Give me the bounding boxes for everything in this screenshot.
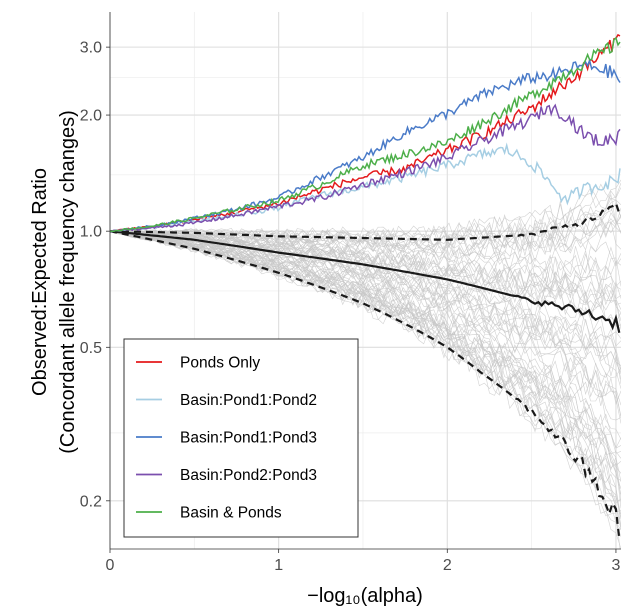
null-permutation-line <box>110 231 621 482</box>
null-upper-quantile-line <box>110 201 621 241</box>
legend-box <box>123 338 359 538</box>
null-permutation-line <box>110 230 621 302</box>
series-line-5 <box>110 36 621 233</box>
null-distribution <box>110 179 621 549</box>
y-axis: 0.2 0.5 1.0 2.0 3.0 <box>80 40 110 510</box>
y-tick-label: 2.0 <box>80 108 102 125</box>
legend-label: Basin:Pond1:Pond2 <box>180 392 317 409</box>
x-tick-label: 3 <box>611 557 620 574</box>
legend-label: Basin:Pond2:Pond3 <box>180 467 317 484</box>
x-axis: 0 1 2 3 <box>106 549 620 574</box>
x-tick-label: 2 <box>443 557 452 574</box>
legend: Ponds Only Basin:Pond1:Pond2 Basin:Pond1:P… <box>123 338 359 538</box>
y-axis-title-line1: Observed:Expected Ratio <box>29 168 51 396</box>
series-lines <box>110 33 621 233</box>
null-permutation-line <box>110 231 621 373</box>
x-axis-title: −log₁₀(alpha) <box>307 585 423 607</box>
legend-label: Basin:Pond1:Pond3 <box>180 430 317 447</box>
legend-label: Ponds Only <box>180 355 260 372</box>
null-permutation-line <box>110 230 621 440</box>
y-axis-title-line2: (Concordant allele frequency changes) <box>57 110 79 454</box>
null-permutation-line <box>110 231 621 515</box>
x-tick-label: 1 <box>274 557 283 574</box>
null-permutation-line <box>110 230 621 287</box>
null-permutation-line <box>110 206 621 252</box>
series-line-4 <box>110 103 621 233</box>
null-permutation-line <box>110 231 621 526</box>
null-permutation-line <box>110 230 621 280</box>
null-lower-quantile-line <box>110 230 621 540</box>
x-tick-label: 0 <box>106 557 115 574</box>
y-tick-label: 0.2 <box>80 493 102 510</box>
y-tick-label: 0.5 <box>80 340 102 357</box>
legend-label: Basin & Ponds <box>180 505 282 522</box>
null-permutation-line <box>110 230 621 385</box>
y-tick-label: 1.0 <box>80 224 102 241</box>
null-permutation-line <box>110 230 621 313</box>
y-tick-label: 3.0 <box>80 40 102 57</box>
null-permutation-line <box>110 182 621 243</box>
series-line-1 <box>110 33 621 233</box>
null-median-line <box>110 230 621 334</box>
